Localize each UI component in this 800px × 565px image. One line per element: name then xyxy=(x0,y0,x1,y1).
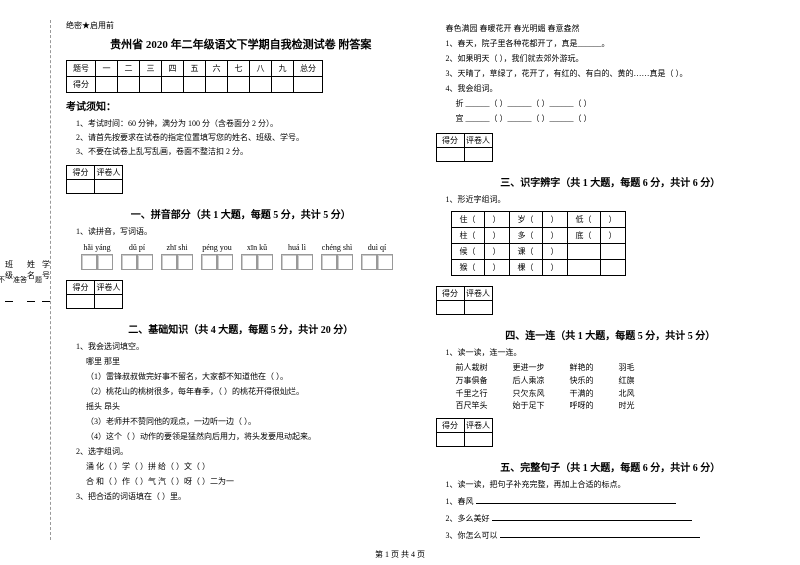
notice-item: 3、不要在试卷上乱写乱画，卷面不整洁扣 2 分。 xyxy=(76,146,416,157)
connection-item: 红旗 xyxy=(619,375,635,388)
fill-item: 1、春风 xyxy=(446,494,786,508)
left-column: 绝密★启用前 贵州省 2020 年二年级语文下学期自我检测试卷 附答案 题号一二… xyxy=(66,20,416,540)
score-box: 得分评卷人 xyxy=(66,275,123,314)
q2-3: 3、把合适的词语填在（ ）里。 xyxy=(76,491,416,503)
side-label-class: 班级 xyxy=(5,259,13,302)
right-column: 春色满园 春暖花开 春光明媚 春意盎然 1、春天，院子里各种花都开了，真是____… xyxy=(436,20,786,540)
connection-item: 百尺竿头 xyxy=(456,400,488,413)
section-4-title: 四、连一连（共 1 大题，每题 5 分，共计 5 分） xyxy=(436,327,786,342)
secret-tag: 绝密★启用前 xyxy=(66,20,416,31)
question-item: 摇头 昂头 xyxy=(86,401,416,413)
dash-mark: 准 xyxy=(13,275,20,285)
connection-area: 前人栽树万事俱备千里之行百尺竿头 更进一步后人乘凉只欠东风始于足下 鲜艳的快乐的… xyxy=(456,362,786,413)
connection-item: 千里之行 xyxy=(456,388,488,401)
notice-item: 1、考试时间：60 分钟，满分为 100 分（含卷面分 2 分）。 xyxy=(76,118,416,129)
section-5-title: 五、完整句子（共 1 大题，每题 6 分，共计 6 分） xyxy=(436,459,786,474)
section-3-title: 三、识字辨字（共 1 大题，每题 6 分，共计 6 分） xyxy=(436,174,786,189)
question-item: （2）桃花山的桃树很多，每年春季，（ ）的桃花开得很灿烂。 xyxy=(86,386,416,398)
question-item: （1）雷锋叔叔做完好事不留名，大家都不知道他在（ ）。 xyxy=(86,371,416,383)
notice-item: 2、请首先按要求在试卷的指定位置填写您的姓名、班级、学号。 xyxy=(76,132,416,143)
q2-1-words: 哪里 那里 xyxy=(86,356,416,368)
connection-item: 更进一步 xyxy=(513,362,545,375)
connection-item: 前人栽树 xyxy=(456,362,488,375)
connection-item: 羽毛 xyxy=(619,362,635,375)
connection-item: 只欠东风 xyxy=(513,388,545,401)
connection-item: 时光 xyxy=(619,400,635,413)
connection-item: 呼呀的 xyxy=(570,400,594,413)
q4: 1、读一读，连一连。 xyxy=(446,347,786,359)
q2-4-l2: 宜 ______（ ）______（ ）______（ ） xyxy=(456,113,786,125)
side-label-name: 姓名 xyxy=(27,259,35,302)
q1: 1、读拼音，写词语。 xyxy=(76,226,416,238)
section-1-title: 一、拼音部分（共 1 大题，每题 5 分，共计 5 分） xyxy=(66,206,416,221)
dash-mark: 题 xyxy=(35,275,42,285)
exam-title: 贵州省 2020 年二年级语文下学期自我检测试卷 附答案 xyxy=(66,36,416,52)
dash-mark: 答 xyxy=(20,275,27,285)
connection-item: 后人乘凉 xyxy=(513,375,545,388)
char-table: 住（）岁（）低（）柱（）多（）底（）候（）课（）猴（）棵（） xyxy=(451,211,626,276)
fill-item: 2、多么美好 xyxy=(446,511,786,525)
notice-title: 考试须知： xyxy=(66,98,416,113)
connection-item: 北风 xyxy=(619,388,635,401)
connection-item: 干满的 xyxy=(570,388,594,401)
question-item: 1、春天，院子里各种花都开了，真是______。 xyxy=(446,38,786,50)
binding-sidebar: 学号 题 姓名 答 准 班级 不 内 学校 线 封 乡镇(街道) 密 xyxy=(0,20,50,540)
connection-item: 快乐的 xyxy=(570,375,594,388)
page-footer: 第 1 页 共 4 页 xyxy=(0,549,800,560)
score-box: 得分评卷人 xyxy=(436,413,493,452)
q2-1: 1、我会选词填空。 xyxy=(76,341,416,353)
question-item: 2、如果明天（ ），我们就去郊外游玩。 xyxy=(446,53,786,65)
section-2-title: 二、基础知识（共 4 大题，每题 5 分，共计 20 分） xyxy=(66,321,416,336)
score-table: 题号一二三四五六七八九总分 得分 xyxy=(66,60,323,93)
score-box: 得分评卷人 xyxy=(436,128,493,167)
score-box: 得分评卷人 xyxy=(436,281,493,320)
q2-4: 4、我会组词。 xyxy=(446,83,786,95)
fill-item: 3、你怎么可以 xyxy=(446,528,786,542)
q2-2-l2: 合 和（ ）作（ ）气 汽（ ）呀（ ）二为一 xyxy=(86,476,416,488)
question-item: 3、天晴了，草绿了，花开了，有红的、有白的、黄的……真是（ ）。 xyxy=(446,68,786,80)
connection-item: 始于足下 xyxy=(513,400,545,413)
pinyin-group: hǎi yángdǔ pízhī shipéng youxīn kǔhuá lì… xyxy=(81,243,416,270)
question-item: （3）老师并不赞同他的观点，一边听一边（ ）。 xyxy=(86,416,416,428)
connection-item: 鲜艳的 xyxy=(570,362,594,375)
score-box: 得分评卷人 xyxy=(66,160,123,199)
connection-item: 万事俱备 xyxy=(456,375,488,388)
question-item: 春色满园 春暖花开 春光明媚 春意盎然 xyxy=(446,23,786,35)
q2-4-l1: 折 ______（ ）______（ ）______（ ） xyxy=(456,98,786,110)
question-item: （4）这个（ ）动作的要领是猛然向后用力，将头发要甩动起来。 xyxy=(86,431,416,443)
q3: 1、形近字组词。 xyxy=(446,194,786,206)
side-label-id: 学号 xyxy=(42,259,50,302)
q5: 1、读一读，把句子补充完整，再加上合适的标点。 xyxy=(446,479,786,491)
q2-2: 2、选字组词。 xyxy=(76,446,416,458)
q2-2-l1: 涌 化（ ）学（ ）拼 给（ ）文（ ） xyxy=(86,461,416,473)
